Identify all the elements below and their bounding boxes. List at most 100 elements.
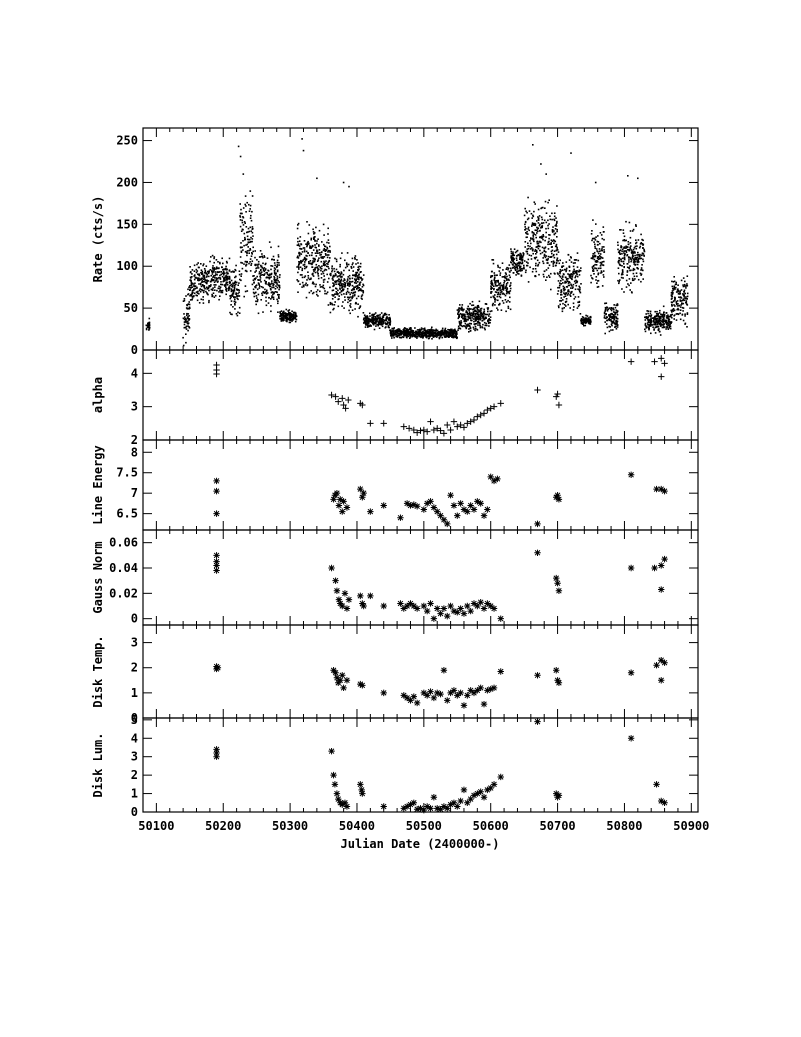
rate-point (508, 279, 510, 281)
rate-point (556, 228, 558, 231)
rate-point (357, 278, 360, 280)
rate-point (186, 307, 189, 310)
rate-point (505, 289, 508, 292)
rate-point (554, 245, 557, 248)
rate-point (562, 265, 565, 267)
rate-point (482, 313, 484, 316)
rate-point (625, 250, 627, 252)
rate-point (509, 290, 512, 292)
rate-point (537, 216, 539, 218)
rate-point (576, 281, 578, 284)
rate-point (223, 280, 225, 282)
rate-point (447, 331, 449, 333)
rate-point (222, 262, 224, 265)
rate-point (495, 299, 497, 301)
rate-point (665, 319, 667, 322)
rate-point (492, 295, 495, 298)
rate-point (662, 305, 665, 308)
rate-point (597, 235, 599, 237)
rate-point (644, 319, 647, 321)
rate-point (641, 243, 643, 245)
rate-point (228, 257, 231, 260)
rate-point (461, 304, 464, 306)
rate-point (444, 327, 447, 330)
rate-point (273, 258, 275, 261)
rate-point (459, 304, 461, 306)
rate-point (231, 313, 233, 316)
rate-point (657, 313, 659, 315)
rate-point (203, 286, 206, 289)
alpha-point-29 (454, 423, 461, 430)
rate-point (525, 261, 528, 263)
rate-point (578, 304, 581, 306)
rate-point (390, 335, 392, 337)
rate-point (314, 244, 316, 246)
rate-point (559, 268, 562, 271)
rate-point (393, 336, 395, 339)
rate-point (490, 282, 492, 285)
rate-point (596, 250, 598, 252)
rate-point (585, 320, 588, 322)
rate-point (246, 254, 248, 257)
rate-point (286, 314, 289, 316)
rate-point (537, 227, 540, 229)
rate-point (468, 311, 471, 314)
rate-point (590, 274, 592, 277)
rate-point (605, 302, 608, 304)
rate-point (506, 288, 509, 290)
rate-point (595, 223, 597, 225)
rate-point (504, 286, 506, 288)
rate-point (632, 272, 635, 275)
rate-point (471, 308, 474, 311)
rate-point (642, 239, 644, 242)
rate-point (193, 278, 196, 281)
rate-point (225, 267, 227, 270)
rate-point (527, 196, 529, 199)
rate-point (505, 273, 507, 275)
rate-point (335, 280, 338, 283)
rate-point (244, 285, 247, 287)
rate-point (475, 316, 478, 319)
rate-point (635, 258, 637, 261)
rate-point (339, 274, 342, 276)
rate-point (261, 255, 263, 258)
rate-point (632, 228, 635, 231)
rate-point (254, 250, 256, 252)
rate-point (415, 332, 418, 334)
rate-point (297, 291, 299, 293)
rate-point (665, 312, 668, 314)
rate-point (280, 319, 283, 321)
rate-point (352, 291, 355, 294)
alpha-point-48 (658, 355, 665, 362)
rate-point (470, 322, 472, 325)
rate-point (230, 271, 232, 273)
rate-point (314, 239, 316, 242)
rate-point (391, 334, 393, 337)
rate-point (635, 224, 637, 226)
rate-point (299, 274, 302, 276)
rate-point (401, 333, 403, 335)
rate-point (233, 289, 236, 292)
rate-point (550, 243, 552, 245)
rate-point (363, 314, 366, 316)
rate-point (669, 321, 672, 323)
rate-point (630, 245, 632, 247)
rate-point (530, 237, 532, 239)
rate-point (210, 284, 212, 286)
rate-point (572, 274, 574, 276)
rate-point (513, 248, 516, 250)
rate-point (626, 254, 629, 256)
rate-point (655, 325, 658, 328)
rate-point (534, 268, 537, 270)
rate-point (435, 336, 438, 338)
rate-point (220, 283, 222, 286)
rate-point (540, 216, 543, 219)
rate-point (431, 329, 434, 331)
rate-point (612, 307, 614, 309)
rate-point (540, 207, 542, 210)
rate-point (277, 254, 280, 256)
rate-point (337, 293, 339, 295)
rate-point (185, 319, 187, 321)
rate-point (354, 308, 356, 310)
rate-point (422, 328, 424, 330)
